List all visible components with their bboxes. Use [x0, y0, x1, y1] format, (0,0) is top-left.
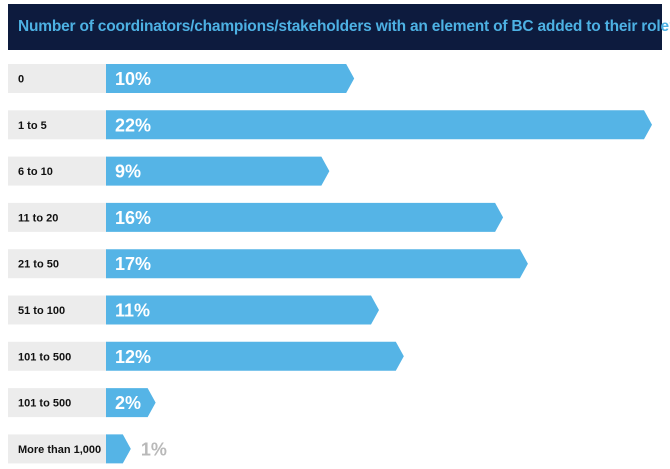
bar	[106, 249, 528, 279]
value-label: 17%	[115, 254, 151, 274]
category-label: 51 to 100	[18, 305, 65, 317]
category-label-bg	[8, 388, 107, 418]
value-label: 12%	[115, 347, 151, 367]
value-label: 2%	[115, 393, 141, 413]
category-label: 21 to 50	[18, 259, 59, 271]
value-label: 16%	[115, 208, 151, 228]
bar	[106, 341, 404, 371]
chart-title: Number of coordinators/champions/stakeho…	[18, 18, 670, 35]
category-label-bg	[8, 434, 107, 464]
value-label: 11%	[115, 301, 150, 321]
category-label: 11 to 20	[18, 212, 58, 224]
category-label: 6 to 10	[18, 166, 53, 178]
category-label-bg	[8, 249, 107, 279]
category-label: More than 1,000	[18, 444, 101, 456]
chart-header: Number of coordinators/champions/stakeho…	[8, 4, 670, 50]
category-label-bg	[8, 110, 107, 140]
category-label: 0	[18, 74, 24, 86]
bar	[106, 64, 355, 93]
value-label: 1%	[141, 439, 167, 459]
bar	[106, 295, 379, 325]
category-label-bg	[8, 202, 107, 232]
value-label: 9%	[115, 162, 141, 182]
bar	[106, 434, 131, 464]
bar	[106, 156, 330, 186]
bar	[106, 388, 156, 418]
category-label: 101 to 500	[18, 351, 71, 363]
category-label-bg	[8, 295, 107, 325]
category-label: 101 to 500	[18, 398, 71, 410]
category-label: 1 to 5	[18, 120, 47, 132]
category-label-bg	[8, 341, 107, 371]
category-label-bg	[8, 156, 107, 186]
value-label: 10%	[115, 69, 151, 89]
category-label-bg	[8, 64, 107, 93]
bar	[106, 202, 504, 232]
bar	[106, 110, 652, 140]
value-label: 22%	[115, 115, 151, 135]
